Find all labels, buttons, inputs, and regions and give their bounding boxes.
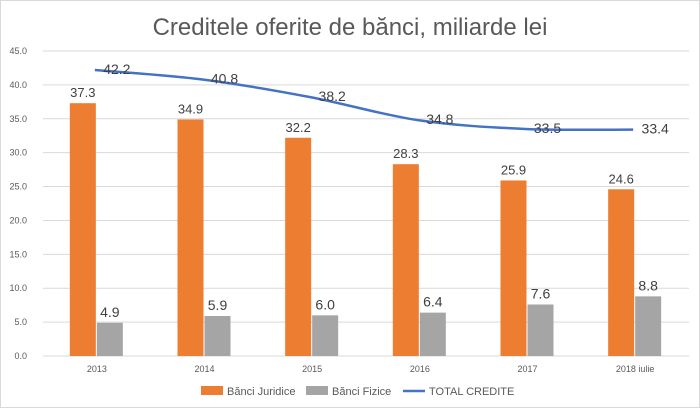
data-labels: 37.3 34.9 32.2 28.3 25.9 24.6 4.9 5.9 6.0 6.4 7.6 8… bbox=[70, 61, 669, 320]
data-label-fizice: 5.9 bbox=[208, 297, 228, 313]
x-tick-label: 2014 bbox=[194, 364, 214, 374]
legend-swatch bbox=[201, 386, 223, 395]
legend: Bănci Juridice Bănci Fizice TOTAL CREDITE bbox=[201, 386, 514, 398]
y-tick-label: 0.0 bbox=[14, 351, 27, 361]
y-tick-label: 45.0 bbox=[9, 46, 27, 56]
data-label-total: 38.2 bbox=[319, 88, 346, 104]
x-tick-label: 2016 bbox=[410, 364, 430, 374]
bar-fizice bbox=[635, 296, 662, 356]
bar-juridice bbox=[392, 164, 419, 356]
data-label-juridice: 34.9 bbox=[178, 101, 203, 116]
x-tick-label: 2017 bbox=[517, 364, 537, 374]
data-label-total: 40.8 bbox=[211, 70, 238, 86]
data-label-fizice: 6.0 bbox=[315, 296, 335, 312]
data-label-fizice: 6.4 bbox=[423, 294, 443, 310]
bar-fizice bbox=[419, 312, 446, 356]
x-tick-label: 2018 iulie bbox=[616, 364, 655, 374]
data-label-juridice: 25.9 bbox=[501, 162, 526, 177]
legend-label: TOTAL CREDITE bbox=[429, 386, 514, 398]
bar-fizice bbox=[312, 315, 339, 356]
gridlines bbox=[43, 50, 689, 357]
y-tick-label: 35.0 bbox=[9, 114, 27, 124]
y-axis-ticks: 0.0 5.0 10.0 15.0 20.0 25.0 30.0 35.0 40.0 45.0 bbox=[9, 46, 27, 361]
chart-title: Creditele oferite de bănci, miliarde lei bbox=[153, 14, 548, 41]
bar-juridice bbox=[177, 119, 204, 356]
bar-juridice bbox=[69, 103, 96, 356]
x-tick-label: 2015 bbox=[302, 364, 322, 374]
legend-label: Bănci Juridice bbox=[227, 386, 295, 398]
bar-fizice bbox=[96, 322, 123, 356]
data-label-total: 33.4 bbox=[642, 121, 669, 137]
y-tick-label: 20.0 bbox=[9, 215, 27, 225]
data-label-fizice: 4.9 bbox=[100, 304, 120, 320]
data-label-total: 42.2 bbox=[103, 61, 130, 77]
data-label-juridice: 28.3 bbox=[393, 146, 418, 161]
y-tick-label: 30.0 bbox=[9, 148, 27, 158]
data-label-juridice: 32.2 bbox=[286, 120, 311, 135]
legend-label: Bănci Fizice bbox=[332, 386, 391, 398]
data-label-total: 34.8 bbox=[426, 111, 453, 127]
y-tick-label: 5.0 bbox=[14, 317, 27, 327]
y-tick-label: 40.0 bbox=[9, 80, 27, 90]
bar-fizice bbox=[527, 304, 554, 356]
data-label-fizice: 7.6 bbox=[531, 285, 551, 301]
bar-juridice bbox=[285, 137, 312, 356]
legend-swatch bbox=[306, 386, 328, 395]
y-tick-label: 10.0 bbox=[9, 283, 27, 293]
y-tick-label: 15.0 bbox=[9, 249, 27, 259]
x-tick-label: 2013 bbox=[87, 364, 107, 374]
data-label-juridice: 37.3 bbox=[70, 85, 95, 100]
data-label-juridice: 24.6 bbox=[609, 171, 634, 186]
y-tick-label: 25.0 bbox=[9, 182, 27, 192]
data-label-total: 33.5 bbox=[534, 120, 561, 136]
bar-fizice bbox=[204, 316, 231, 356]
total-line bbox=[94, 68, 634, 132]
bars bbox=[69, 103, 662, 356]
data-label-fizice: 8.8 bbox=[638, 277, 658, 293]
bar-juridice bbox=[608, 189, 635, 356]
x-axis-ticks: 2013 2014 2015 2016 2017 2018 iulie bbox=[87, 364, 655, 374]
bar-juridice bbox=[500, 180, 527, 356]
total-credite-line bbox=[94, 68, 634, 132]
